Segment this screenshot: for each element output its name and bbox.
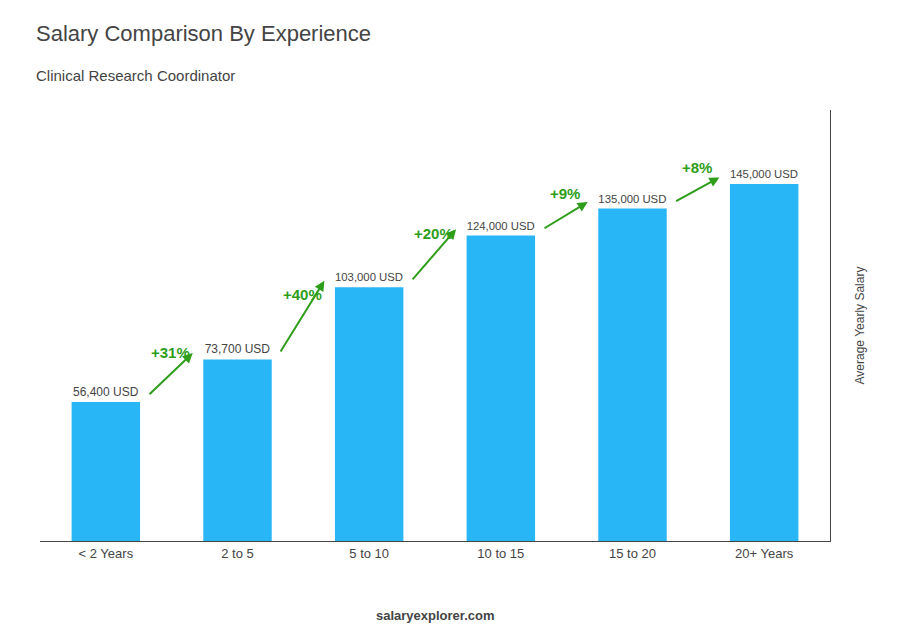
svg-text:10 to 15: 10 to 15 — [477, 546, 524, 561]
svg-text:124,000 USD: 124,000 USD — [467, 220, 535, 232]
svg-text:56,400 USD: 56,400 USD — [73, 385, 139, 399]
svg-text:103,000 USD: 103,000 USD — [335, 271, 403, 283]
svg-text:2 to 5: 2 to 5 — [221, 546, 254, 561]
svg-text:20+ Years: 20+ Years — [735, 546, 794, 561]
svg-text:+40%: +40% — [283, 286, 322, 303]
svg-text:+31%: +31% — [151, 344, 190, 361]
svg-text:+8%: +8% — [682, 159, 712, 176]
svg-text:73,700 USD: 73,700 USD — [205, 342, 271, 356]
svg-text:+9%: +9% — [550, 185, 580, 202]
svg-text:145,000 USD: 145,000 USD — [730, 168, 798, 180]
svg-text:salaryexplorer.com: salaryexplorer.com — [376, 608, 495, 623]
svg-text:15 to 20: 15 to 20 — [609, 546, 656, 561]
svg-text:Salary Comparison By Experienc: Salary Comparison By Experience — [36, 21, 371, 46]
svg-text:+20%: +20% — [414, 225, 453, 242]
svg-text:5 to 10: 5 to 10 — [349, 546, 389, 561]
svg-text:135,000 USD: 135,000 USD — [598, 193, 666, 205]
svg-text:Average Yearly Salary: Average Yearly Salary — [853, 267, 867, 385]
svg-text:Clinical Research Coordinator: Clinical Research Coordinator — [36, 67, 235, 84]
svg-text:< 2 Years: < 2 Years — [79, 546, 134, 561]
